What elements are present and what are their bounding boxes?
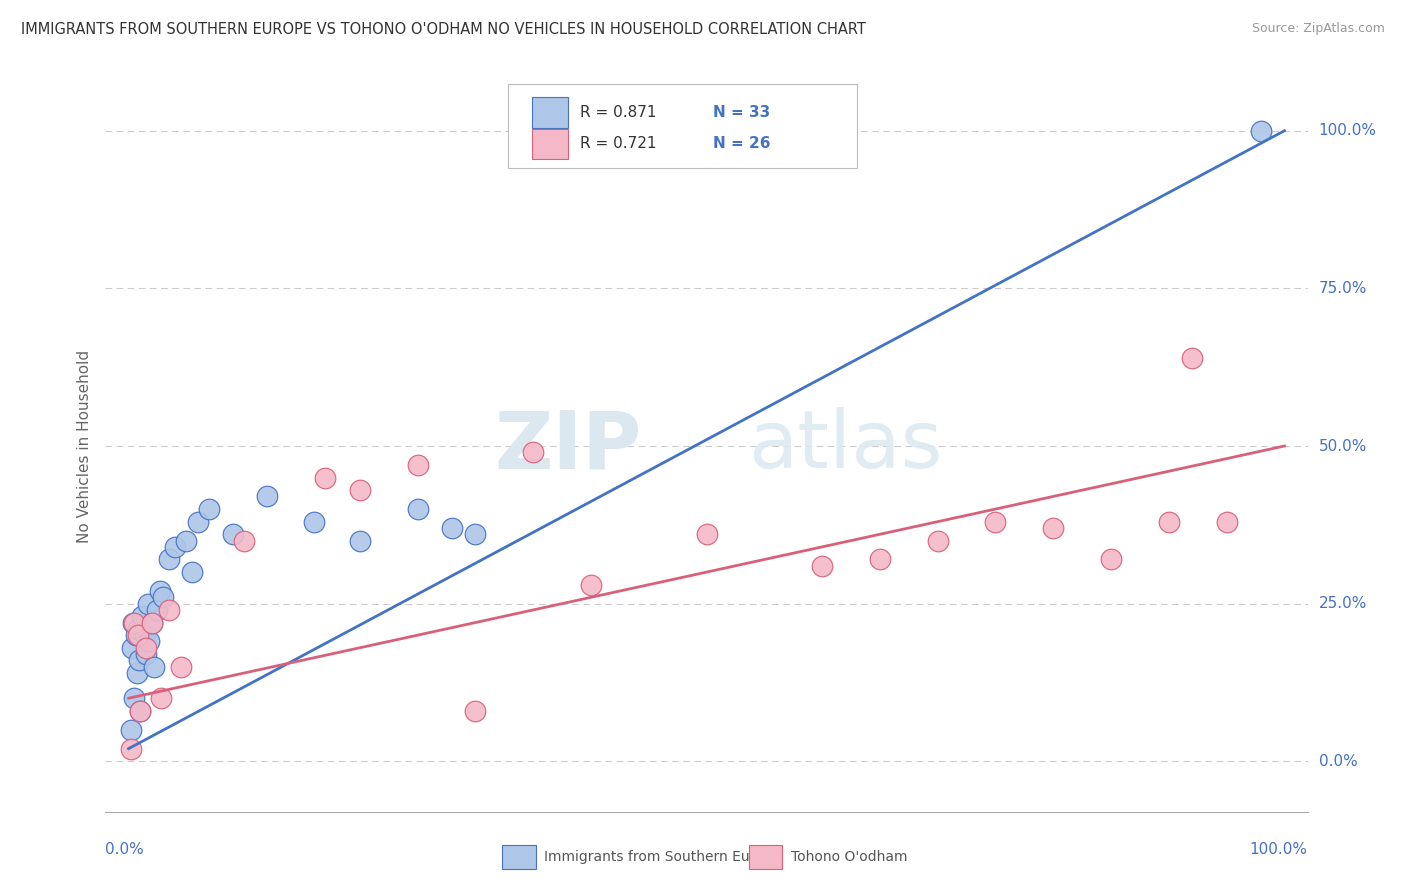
Point [134, 628, 156, 642]
Text: 100.0%: 100.0% [1250, 842, 1308, 857]
Point [128, 653, 150, 667]
Point [129, 704, 152, 718]
Point [198, 502, 221, 516]
Point [221, 527, 243, 541]
Text: ZIP: ZIP [494, 407, 641, 485]
Point [135, 647, 157, 661]
Point [984, 515, 1007, 529]
Point [143, 659, 166, 673]
Point [1157, 515, 1180, 529]
Point [125, 665, 148, 680]
Text: 25.0%: 25.0% [1319, 596, 1367, 611]
FancyBboxPatch shape [502, 845, 536, 869]
Point [141, 615, 163, 630]
Point [1042, 521, 1064, 535]
Point [146, 603, 169, 617]
Text: N = 33: N = 33 [713, 105, 769, 120]
FancyBboxPatch shape [508, 84, 856, 168]
Point [406, 458, 429, 472]
Point [121, 640, 143, 655]
Point [1181, 351, 1204, 365]
Point [120, 741, 142, 756]
Point [157, 552, 180, 566]
Point [256, 490, 278, 504]
Point [149, 584, 172, 599]
Text: Immigrants from Southern Europe: Immigrants from Southern Europe [544, 850, 782, 864]
Point [138, 634, 160, 648]
Text: R = 0.871: R = 0.871 [581, 105, 657, 120]
Point [869, 552, 891, 566]
Point [1099, 552, 1122, 566]
Point [127, 628, 149, 642]
Point [169, 659, 191, 673]
Point [927, 533, 949, 548]
FancyBboxPatch shape [748, 845, 782, 869]
Point [187, 515, 209, 529]
Point [157, 603, 180, 617]
Point [176, 533, 198, 548]
FancyBboxPatch shape [533, 129, 568, 159]
Point [811, 558, 834, 573]
Text: 75.0%: 75.0% [1319, 281, 1367, 296]
Point [163, 540, 186, 554]
Point [127, 622, 149, 636]
Point [131, 609, 153, 624]
Text: atlas: atlas [748, 407, 942, 485]
Point [120, 723, 142, 737]
Point [129, 704, 152, 718]
Point [314, 470, 336, 484]
Point [135, 640, 157, 655]
Point [406, 502, 429, 516]
Text: 100.0%: 100.0% [1319, 123, 1376, 138]
Point [464, 704, 486, 718]
Point [136, 597, 159, 611]
Text: IMMIGRANTS FROM SOUTHERN EUROPE VS TOHONO O'ODHAM NO VEHICLES IN HOUSEHOLD CORRE: IMMIGRANTS FROM SOUTHERN EUROPE VS TOHON… [21, 22, 866, 37]
Y-axis label: No Vehicles in Household: No Vehicles in Household [77, 350, 93, 542]
Point [1250, 124, 1272, 138]
Text: N = 26: N = 26 [713, 136, 770, 152]
Point [141, 615, 163, 630]
Point [233, 533, 256, 548]
Point [149, 691, 172, 706]
Point [522, 445, 544, 459]
FancyBboxPatch shape [533, 97, 568, 128]
Point [579, 578, 602, 592]
Point [441, 521, 464, 535]
Point [302, 515, 325, 529]
Point [696, 527, 718, 541]
Text: 0.0%: 0.0% [1319, 754, 1357, 769]
Point [464, 527, 486, 541]
Point [181, 565, 204, 579]
Point [349, 533, 371, 548]
Text: Tohono O'odham: Tohono O'odham [790, 850, 907, 864]
Point [122, 615, 145, 630]
Point [124, 628, 146, 642]
Text: 0.0%: 0.0% [105, 842, 145, 857]
Point [1215, 515, 1237, 529]
Point [152, 591, 174, 605]
Text: R = 0.721: R = 0.721 [581, 136, 657, 152]
Text: Source: ZipAtlas.com: Source: ZipAtlas.com [1251, 22, 1385, 36]
Point [124, 691, 146, 706]
Point [124, 615, 146, 630]
Point [349, 483, 371, 497]
Text: 50.0%: 50.0% [1319, 439, 1367, 453]
